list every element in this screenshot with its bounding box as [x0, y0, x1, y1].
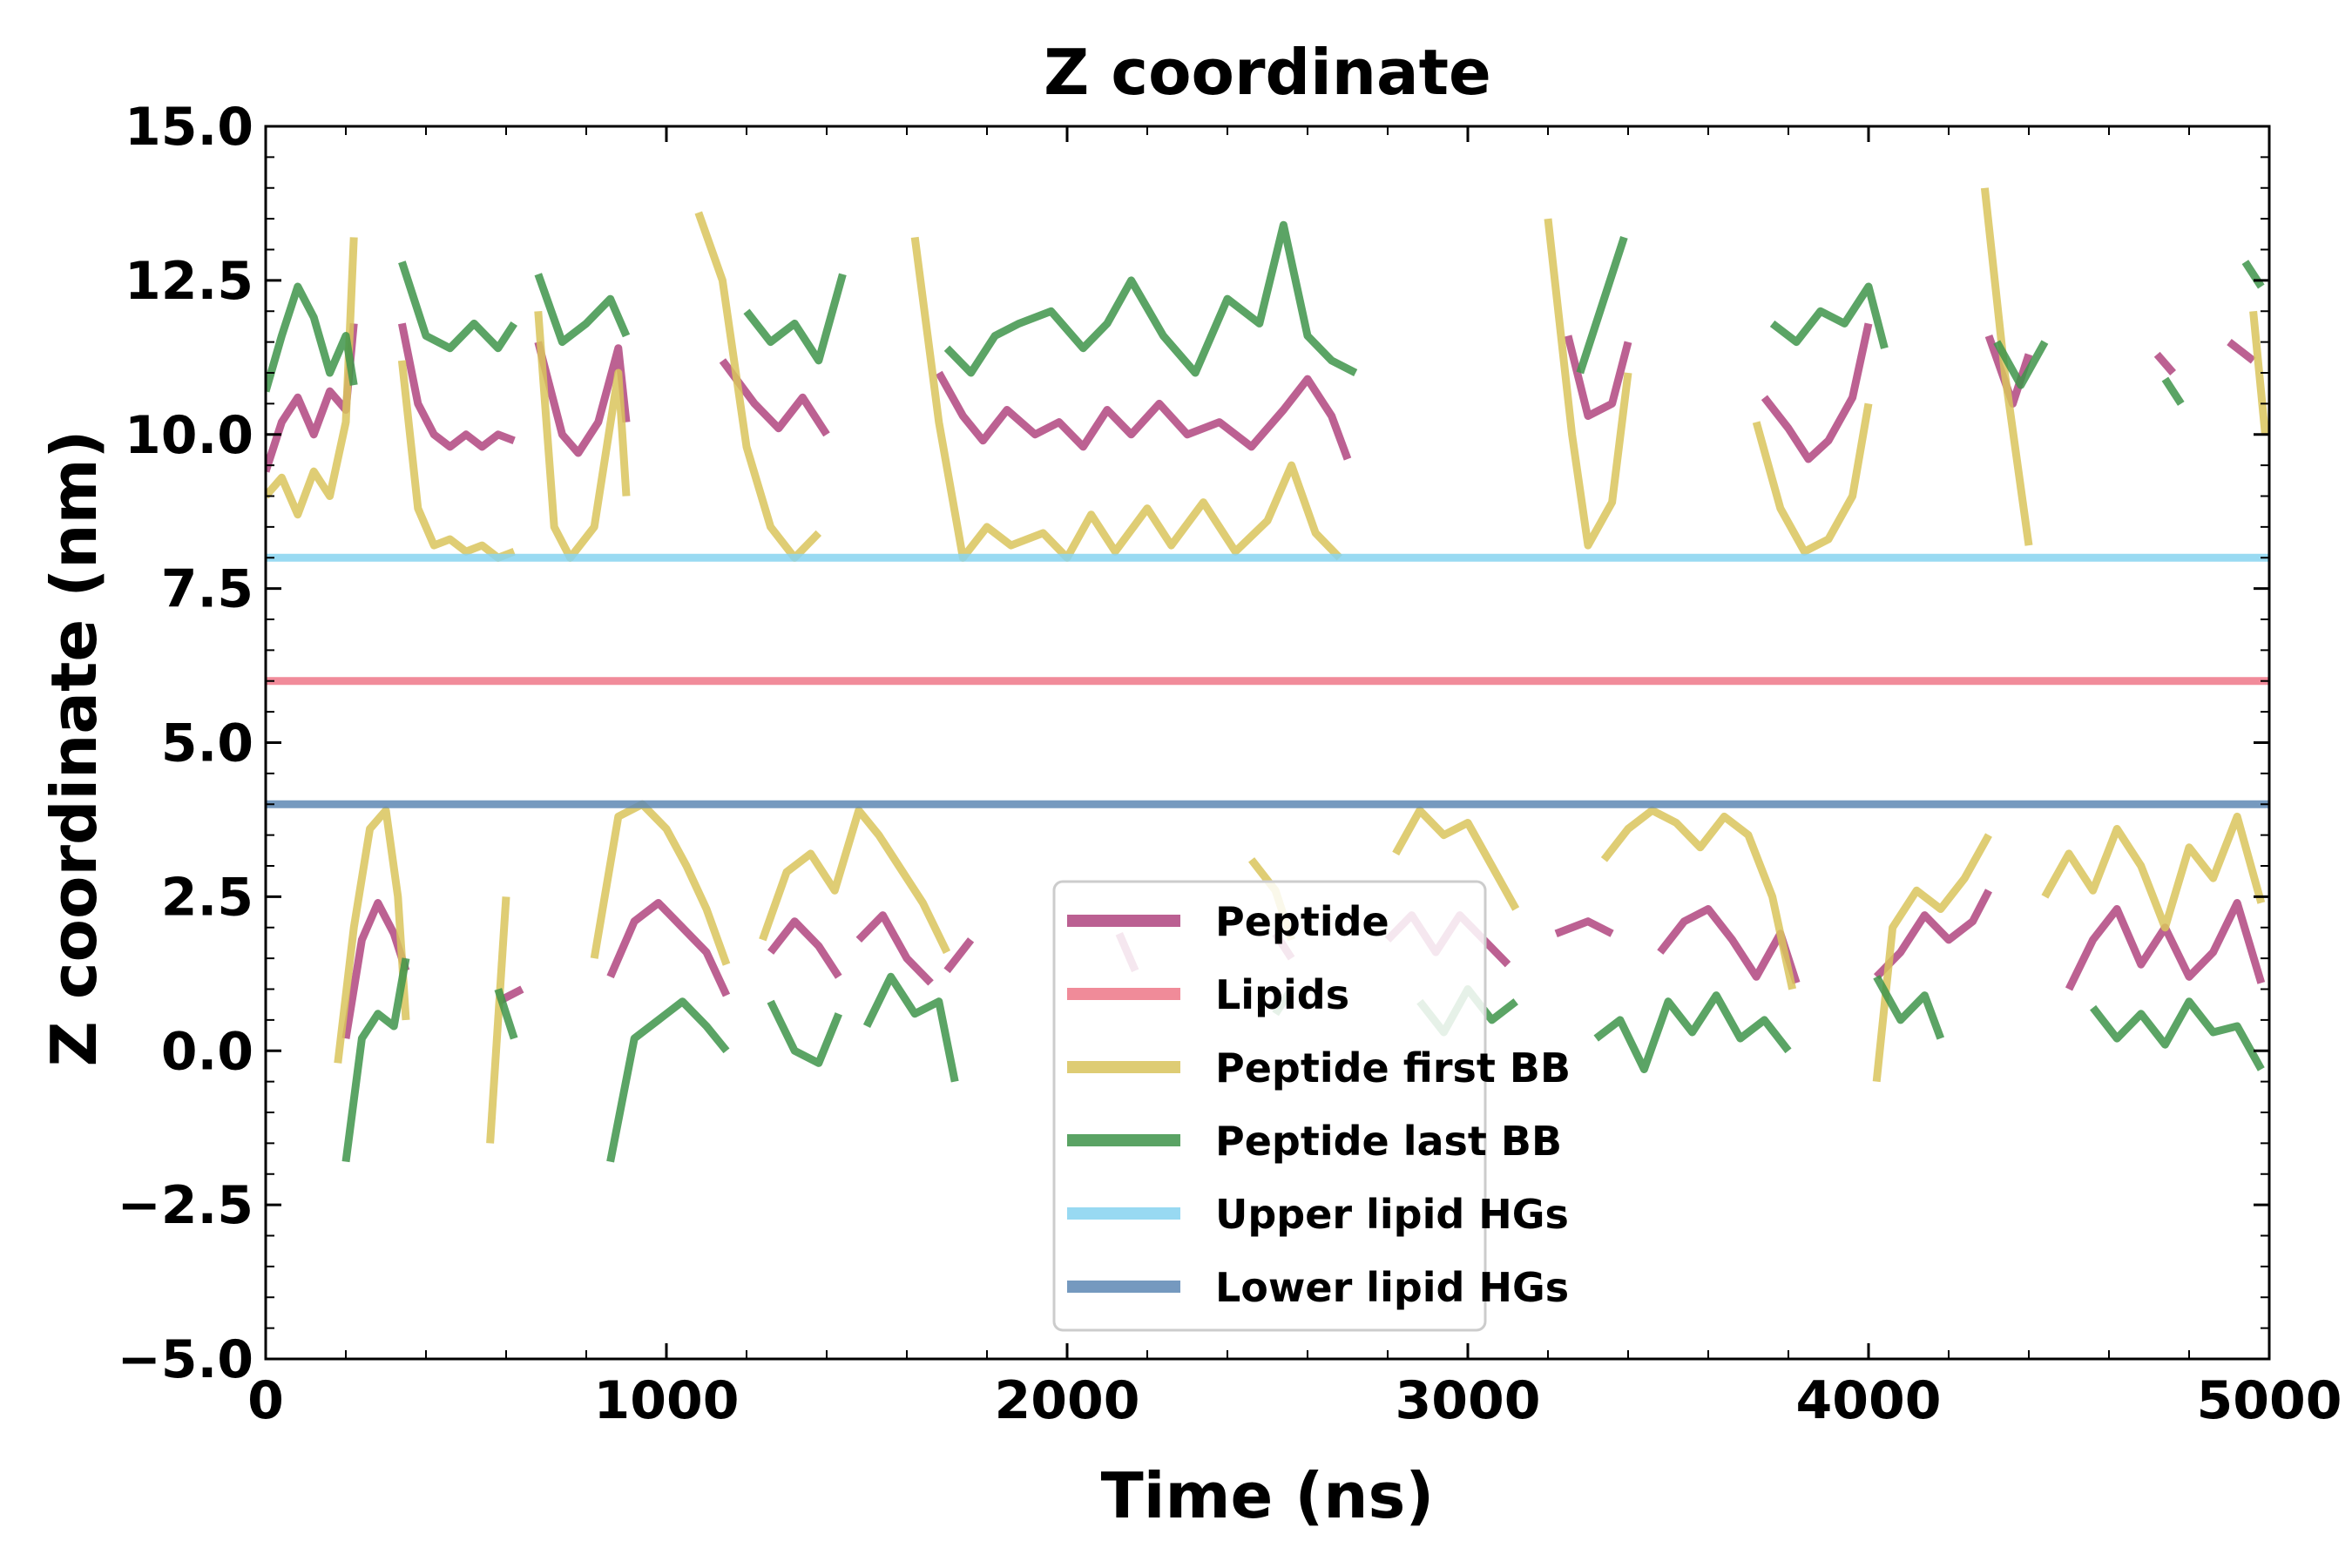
axes: 0 1000 2000 3000 4000 5000 −5.0 −2.5 0.0 2.5 5.0 7.…	[117, 97, 2342, 1431]
series-line-segment	[759, 806, 951, 955]
series-line-segment	[341, 957, 410, 1163]
series-line-segment	[2090, 997, 2265, 1071]
y-tick-label: 7.5	[161, 559, 253, 620]
series-line-segment	[590, 800, 731, 966]
y-tick-label: 5.0	[161, 713, 253, 774]
series-line-segment	[494, 988, 518, 1040]
plot-area	[266, 187, 2269, 1163]
series-line-segment	[767, 917, 842, 979]
series-line-segment	[534, 310, 631, 562]
series-line-segment	[1554, 917, 1614, 938]
series-line-segment	[486, 896, 510, 1144]
series-line-segment	[1980, 187, 2033, 546]
series-line-segment	[943, 220, 1358, 377]
series-line-segment	[398, 260, 517, 353]
series-line-segment	[534, 273, 631, 347]
x-tick-label: 0	[247, 1370, 284, 1431]
y-tick-label: −5.0	[117, 1329, 253, 1390]
series-line-segment	[719, 358, 830, 437]
x-tick-label: 1000	[594, 1370, 740, 1431]
series-line-segment	[2227, 339, 2256, 364]
y-axis-label: Z coordinate (nm)	[37, 430, 111, 1067]
series-line-segment	[1600, 806, 1796, 990]
series-line-segment	[266, 282, 358, 393]
series-line-segment	[2249, 310, 2269, 436]
series-line-segment	[1873, 975, 1945, 1040]
y-tick-label: 15.0	[125, 97, 253, 158]
y-tick-label: −2.5	[117, 1175, 253, 1236]
series-line-segment	[862, 972, 959, 1083]
x-tick-label: 2000	[995, 1370, 1140, 1431]
legend-label: Peptide last BB	[1215, 1118, 1562, 1165]
series-line-segment	[2041, 812, 2266, 932]
series-line-segment	[397, 322, 516, 451]
series-line-segment	[1593, 991, 1792, 1073]
series-line-segment	[1752, 402, 1873, 556]
legend: Peptide Lipids Peptide first BB Peptide las…	[1052, 880, 1571, 1332]
series-line-segment	[1993, 340, 2049, 389]
series-peptide-last-bb	[266, 220, 2265, 1163]
series-line-segment	[855, 911, 934, 986]
series-line-segment	[2161, 376, 2185, 406]
series-line-segment	[694, 211, 822, 562]
series-line-segment	[743, 273, 847, 365]
series-line-segment	[334, 806, 410, 1064]
y-tick-label: 0.0	[161, 1021, 253, 1082]
series-line-segment	[2241, 260, 2265, 289]
series-line-segment	[266, 237, 358, 519]
series-line-segment	[606, 899, 731, 997]
y-tick-label: 10.0	[125, 405, 253, 466]
series-line-segment	[1873, 889, 1992, 980]
y-tick-label: 12.5	[125, 251, 253, 312]
series-line-segment	[606, 997, 730, 1163]
legend-label: Peptide	[1215, 898, 1389, 945]
legend-label: Upper lipid HGs	[1215, 1191, 1569, 1238]
x-tick-label: 3000	[1396, 1370, 1541, 1431]
legend-label: Lower lipid HGs	[1215, 1264, 1569, 1311]
series-line-segment	[935, 370, 1352, 461]
series-line-segment	[910, 236, 1343, 562]
series-line-segment	[1564, 335, 1632, 420]
legend-label: Lipids	[1215, 971, 1349, 1018]
series-line-segment	[1761, 322, 1873, 463]
x-tick-label: 5000	[2197, 1370, 2342, 1431]
legend-label: Peptide first BB	[1215, 1044, 1571, 1092]
legend-box	[1052, 880, 1487, 1332]
series-line-segment	[943, 937, 975, 974]
series-line-segment	[1392, 806, 1520, 911]
x-tick-label: 4000	[1796, 1370, 1942, 1431]
series-line-segment	[1576, 236, 1628, 375]
series-line-segment	[767, 999, 842, 1067]
y-tick-label: 2.5	[161, 867, 253, 928]
series-line-segment	[534, 341, 631, 457]
series-line-segment	[2153, 351, 2176, 375]
chart-title: Z coordinate	[1044, 36, 1491, 109]
series-line-segment	[1769, 282, 1889, 349]
series-line-segment	[1872, 833, 1992, 1083]
series-line-segment	[1544, 218, 1632, 550]
x-axis-label: Time (ns)	[1101, 1459, 1435, 1532]
